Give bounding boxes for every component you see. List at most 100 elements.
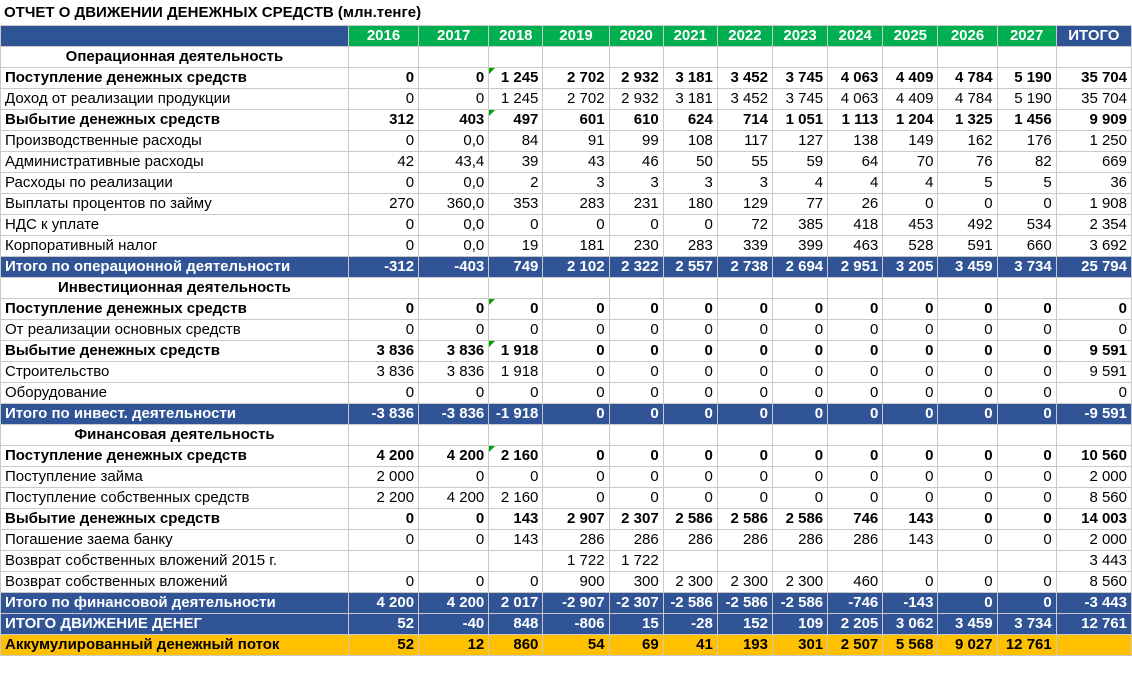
value-cell[interactable]: -28 — [662, 613, 718, 635]
value-cell[interactable]: 2 160 — [488, 445, 544, 467]
value-cell[interactable]: 152 — [716, 613, 774, 635]
value-cell[interactable]: 0 — [488, 571, 544, 593]
value-cell[interactable]: 1 113 — [827, 109, 884, 131]
value-cell[interactable]: 3 734 — [996, 613, 1057, 635]
row-label[interactable]: НДС к уплате — [0, 214, 349, 236]
value-cell[interactable]: 0 — [662, 319, 718, 341]
value-cell[interactable]: 0 — [608, 382, 664, 404]
value-cell[interactable]: -806 — [542, 613, 610, 635]
value-cell[interactable]: 0 — [937, 403, 998, 425]
empty-cell[interactable] — [771, 424, 829, 446]
value-cell[interactable]: 0 — [608, 214, 664, 236]
value-cell[interactable]: 1 918 — [488, 361, 544, 383]
empty-cell[interactable] — [771, 46, 829, 68]
value-cell[interactable]: 2 307 — [608, 508, 664, 530]
row-label[interactable]: Итого по операционной деятельности — [0, 256, 349, 278]
value-cell[interactable]: 312 — [347, 109, 420, 131]
value-cell[interactable]: 0 — [996, 298, 1057, 320]
value-cell[interactable]: 0 — [608, 361, 664, 383]
value-cell[interactable]: -143 — [882, 592, 939, 614]
value-cell[interactable]: 143 — [488, 508, 544, 530]
value-cell[interactable]: 4 409 — [882, 67, 939, 89]
value-cell[interactable]: 0 — [937, 508, 998, 530]
value-cell[interactable]: 0 — [827, 445, 884, 467]
value-cell[interactable]: 43,4 — [418, 151, 490, 173]
value-cell[interactable]: 360,0 — [418, 193, 490, 215]
column-header[interactable]: 2027 — [996, 25, 1057, 47]
value-cell[interactable]: 0 — [1055, 382, 1132, 404]
row-label[interactable]: Оборудование — [0, 382, 349, 404]
empty-cell[interactable] — [662, 46, 718, 68]
value-cell[interactable]: 601 — [542, 109, 610, 131]
column-header[interactable]: 2017 — [418, 25, 490, 47]
value-cell[interactable]: 99 — [608, 130, 664, 152]
row-label[interactable]: Административные расходы — [0, 151, 349, 173]
empty-cell[interactable] — [1055, 277, 1132, 299]
section-title[interactable]: Финансовая деятельность — [0, 424, 349, 446]
value-cell[interactable]: 0 — [716, 319, 774, 341]
value-cell[interactable]: 534 — [996, 214, 1057, 236]
value-cell[interactable]: 4 — [827, 172, 884, 194]
row-label[interactable]: Возврат собственных вложений — [0, 571, 349, 593]
empty-cell[interactable] — [937, 46, 998, 68]
value-cell[interactable] — [882, 550, 939, 572]
value-cell[interactable]: 0 — [542, 298, 610, 320]
value-cell[interactable]: 0 — [1055, 319, 1132, 341]
value-cell[interactable]: 0 — [418, 508, 490, 530]
value-cell[interactable]: 0 — [937, 298, 998, 320]
value-cell[interactable]: 0 — [771, 466, 829, 488]
value-cell[interactable]: 70 — [882, 151, 939, 173]
value-cell[interactable]: 2 160 — [488, 487, 544, 509]
value-cell[interactable]: 36 — [1055, 172, 1132, 194]
value-cell[interactable] — [662, 550, 718, 572]
value-cell[interactable]: 0 — [996, 571, 1057, 593]
row-label[interactable]: Поступление собственных средств — [0, 487, 349, 509]
empty-cell[interactable] — [882, 277, 939, 299]
value-cell[interactable]: 109 — [771, 613, 829, 635]
value-cell[interactable]: 0 — [827, 487, 884, 509]
value-cell[interactable]: 35 704 — [1055, 67, 1132, 89]
value-cell[interactable]: 4 200 — [347, 592, 420, 614]
value-cell[interactable]: 0 — [996, 403, 1057, 425]
value-cell[interactable]: 0 — [882, 319, 939, 341]
value-cell[interactable]: 1 325 — [937, 109, 998, 131]
value-cell[interactable]: 0 — [937, 319, 998, 341]
value-cell[interactable]: 181 — [542, 235, 610, 257]
value-cell[interactable]: 0 — [662, 340, 718, 362]
value-cell[interactable]: 108 — [662, 130, 718, 152]
value-cell[interactable]: 1 245 — [488, 67, 544, 89]
value-cell[interactable]: 0 — [716, 445, 774, 467]
value-cell[interactable]: 9 027 — [937, 634, 998, 656]
value-cell[interactable]: 1 051 — [771, 109, 829, 131]
value-cell[interactable]: 0 — [488, 466, 544, 488]
value-cell[interactable]: -3 836 — [347, 403, 420, 425]
value-cell[interactable]: 3 836 — [418, 340, 490, 362]
value-cell[interactable]: 0 — [771, 403, 829, 425]
empty-cell[interactable] — [882, 46, 939, 68]
value-cell[interactable]: 5 — [996, 172, 1057, 194]
value-cell[interactable]: 2 300 — [662, 571, 718, 593]
value-cell[interactable]: 0 — [418, 319, 490, 341]
value-cell[interactable]: 1 456 — [996, 109, 1057, 131]
value-cell[interactable]: 0 — [542, 487, 610, 509]
value-cell[interactable]: 2 557 — [662, 256, 718, 278]
value-cell[interactable]: 0 — [771, 298, 829, 320]
value-cell[interactable]: 4 409 — [882, 88, 939, 110]
value-cell[interactable]: 0 — [996, 466, 1057, 488]
value-cell[interactable]: 3 734 — [996, 256, 1057, 278]
value-cell[interactable]: -9 591 — [1055, 403, 1132, 425]
value-cell[interactable]: 8 560 — [1055, 487, 1132, 509]
value-cell[interactable]: 301 — [771, 634, 829, 656]
value-cell[interactable]: -1 918 — [488, 403, 544, 425]
empty-cell[interactable] — [662, 277, 718, 299]
value-cell[interactable]: 0 — [716, 298, 774, 320]
value-cell[interactable]: 0 — [882, 466, 939, 488]
value-cell[interactable]: 0 — [937, 487, 998, 509]
value-cell[interactable]: 4 784 — [937, 67, 998, 89]
value-cell[interactable]: 660 — [996, 235, 1057, 257]
value-cell[interactable]: 0 — [937, 340, 998, 362]
value-cell[interactable]: 746 — [827, 508, 884, 530]
value-cell[interactable]: 0 — [937, 571, 998, 593]
empty-cell[interactable] — [662, 424, 718, 446]
value-cell[interactable]: 3 692 — [1055, 235, 1132, 257]
